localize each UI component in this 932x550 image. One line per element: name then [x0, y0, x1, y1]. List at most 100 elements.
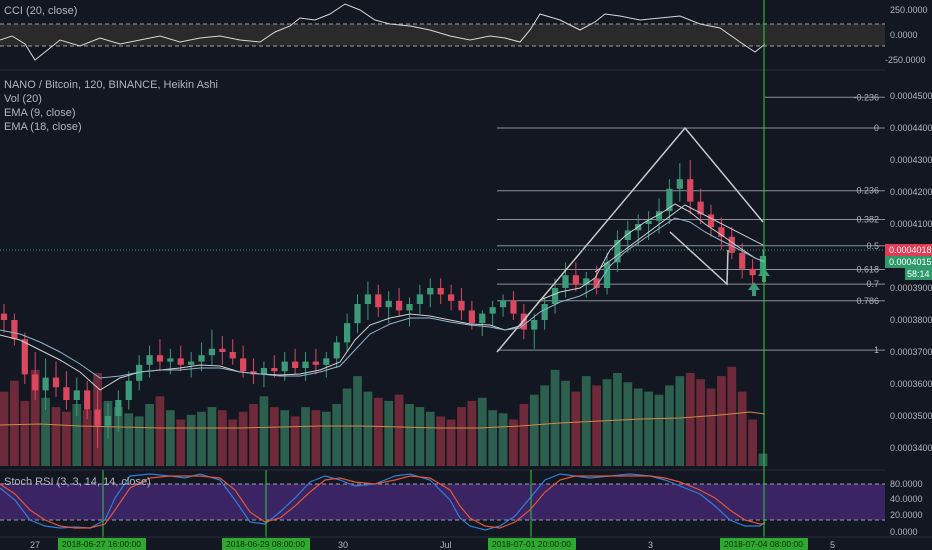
volume-bar [519, 404, 529, 466]
volume-bar [457, 407, 466, 466]
candle-body [84, 390, 91, 410]
volume-bar [561, 380, 570, 466]
volume-bar [134, 416, 144, 466]
volume-bar [540, 385, 550, 466]
cci-axis-label: 250.0000 [890, 5, 928, 15]
date-box-label: 2018-07-04 08:00:00 [724, 539, 803, 549]
price-axis-label: 0.0003400 [890, 443, 932, 453]
candle-body [156, 355, 164, 362]
cci-pane [0, 3, 885, 71]
fib-retracement: -0.236 0 0.236 0.382 0.5 0.618 0.7 0.786 1 [497, 92, 885, 355]
volume-bar [311, 410, 321, 466]
price-axis-label: 0.0004200 [890, 187, 932, 197]
candle-body [676, 179, 683, 189]
volume-bar [384, 400, 394, 466]
volume-legend: Vol (20) [4, 93, 42, 105]
price-axis-label: 0.0003500 [890, 411, 932, 421]
rsi-axis-label: 20.0000 [890, 510, 923, 520]
price-axis-label: 0.0003900 [890, 283, 932, 293]
volume-bar [550, 369, 560, 466]
candle-body [562, 275, 569, 288]
candle-body [468, 310, 475, 324]
candle-body [333, 342, 340, 359]
pattern-leg [496, 126, 764, 353]
candle-body [32, 374, 39, 391]
candle-body [281, 361, 288, 372]
candle-body [510, 300, 517, 314]
candle-body [728, 236, 735, 253]
candle-body [63, 387, 70, 400]
price-axis-label: 0.0004500 [890, 91, 932, 101]
rsi-d-line [0, 475, 765, 529]
candle-body [0, 313, 8, 320]
volume-bar [259, 396, 269, 466]
candle-body [437, 288, 444, 295]
volume-bar [207, 407, 217, 466]
candle-body [707, 214, 715, 228]
candle-body [614, 240, 621, 263]
volume-bar [197, 411, 206, 466]
candle-body [593, 278, 600, 288]
price-axis-label: 0.0003600 [890, 379, 932, 389]
candle-body [271, 368, 278, 372]
volume-bar [644, 391, 653, 466]
candle-body [208, 348, 216, 356]
time-label: 3 [648, 540, 653, 550]
volume-bar [186, 414, 196, 466]
volume-bar [623, 382, 633, 466]
candle-body [531, 320, 538, 330]
volume-bar [217, 410, 227, 466]
cci-series [0, 3, 766, 61]
candle-body [354, 304, 361, 324]
candle-body [146, 355, 153, 365]
volume-bar [41, 397, 50, 466]
volume-bar [571, 391, 581, 466]
fib-level-label: 0.382 [856, 215, 879, 225]
ema18-legend: EMA (18, close) [4, 121, 82, 133]
price-axis-label: 0.0004400 [890, 123, 932, 133]
ema9-legend: EMA (9, close) [4, 107, 76, 119]
second-price-label: 0.0004015 [889, 257, 932, 267]
cci-legend: CCI (20, close) [4, 4, 77, 18]
time-label: 30 [338, 540, 348, 550]
fib-level-label: 0.236 [856, 186, 879, 196]
volume-bar [581, 376, 591, 466]
volume-bar [269, 407, 279, 466]
candle-body [52, 377, 60, 388]
volume-bar [62, 411, 71, 466]
last-price-tag [885, 244, 932, 256]
volume-bar [10, 380, 19, 466]
candle-body [198, 355, 205, 362]
price-axis-label: 0.0004300 [890, 155, 932, 165]
candle-body [489, 307, 496, 314]
candle-body [541, 304, 548, 320]
candle-body [188, 361, 195, 365]
second-price-tag [885, 256, 932, 268]
candle-body [655, 211, 663, 221]
volume-bar [280, 410, 290, 466]
candle-body [427, 288, 434, 295]
volume-bar [51, 407, 61, 466]
candle-body [240, 358, 247, 372]
volume-bar [498, 413, 508, 466]
candle-body [759, 256, 767, 276]
candle-body [718, 227, 725, 237]
countdown-tag [905, 268, 932, 280]
volume-bar [717, 376, 726, 466]
candle-body [42, 377, 49, 391]
volume-bar [613, 373, 622, 466]
volume-bar [145, 404, 154, 466]
volume-bar [249, 404, 258, 466]
volume-bar [737, 391, 747, 466]
volume-bar [238, 411, 248, 466]
time-axis[interactable]: 27 30 Jul 3 5 2018-06-27 16:00:00 2018-0… [0, 536, 932, 550]
last-price-label: 0.0004018 [889, 245, 932, 255]
candle-body [624, 230, 631, 240]
candle-body [167, 358, 174, 362]
candle-body [94, 409, 101, 426]
fib-level-label: 0.7 [866, 279, 879, 289]
volume-bars [0, 366, 768, 466]
cci-legend-text: CCI (20, close) [4, 5, 78, 17]
volume-bar [467, 400, 477, 466]
up-arrow-icon [748, 282, 760, 296]
